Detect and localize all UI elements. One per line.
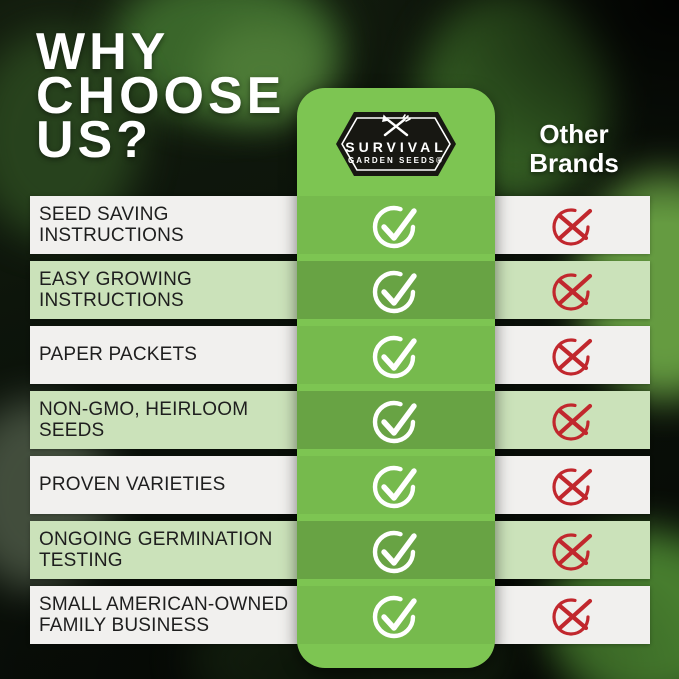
check-circle-icon: [372, 400, 417, 444]
check-circle-icon: [372, 465, 417, 509]
feature-label: PROVEN VARIETIES: [39, 474, 226, 496]
feature-label: ONGOING GERMINATION TESTING: [39, 528, 273, 571]
feature-label: SMALL AMERICAN-OWNED FAMILY BUSINESS: [39, 593, 289, 636]
title-line: WHY: [36, 23, 170, 81]
x-circle-icon: [552, 338, 593, 376]
column-stripe: [297, 391, 495, 449]
feature-label: EASY GROWING INSTRUCTIONS: [39, 268, 193, 311]
title-line: US?: [36, 111, 152, 170]
logo-badge-shape: [336, 112, 456, 176]
crossed-shovel-and-fork-icon: [382, 114, 411, 137]
title-line: CHOOSE: [36, 67, 286, 126]
survival-garden-seeds-column: SURVIVAL GARDEN SEEDS®: [297, 88, 495, 668]
feature-label: PAPER PACKETS: [39, 344, 198, 366]
check-circle-icon: [372, 595, 417, 639]
check-circle-icon: [372, 530, 417, 574]
brand-subname: GARDEN SEEDS®: [348, 156, 444, 165]
brand-name: SURVIVAL: [345, 139, 447, 155]
other-brands-header: Other Brands: [496, 119, 652, 179]
check-circle-icon: [372, 270, 417, 314]
survival-garden-seeds-logo: SURVIVAL GARDEN SEEDS®: [334, 107, 458, 181]
x-circle-icon: [552, 208, 593, 246]
x-circle-icon: [552, 598, 593, 636]
column-stripe: [297, 586, 495, 644]
feature-label: SEED SAVING INSTRUCTIONS: [39, 203, 184, 246]
x-circle-icon: [552, 403, 593, 441]
other-brands-line: Other: [539, 119, 609, 149]
x-circle-icon: [552, 533, 593, 571]
x-circle-icon: [552, 468, 593, 506]
page-title: WHY CHOOSE US?: [36, 23, 286, 170]
check-circle-icon: [372, 335, 417, 379]
other-brands-line: Brands: [529, 148, 619, 179]
column-stripe: [297, 196, 495, 254]
column-stripe: [297, 261, 495, 319]
column-stripe: [297, 521, 495, 579]
x-circle-icon: [552, 273, 593, 311]
feature-label: NON-GMO, HEIRLOOM SEEDS: [39, 398, 249, 441]
check-circle-icon: [372, 205, 417, 249]
column-stripe: [297, 326, 495, 384]
column-stripe: [297, 456, 495, 514]
